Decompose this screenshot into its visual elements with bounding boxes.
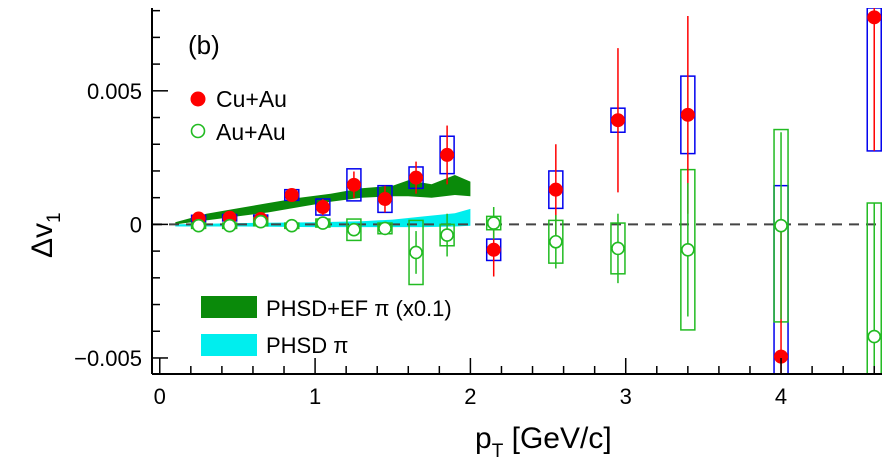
auau-point-12 xyxy=(681,242,695,257)
legend-label-phsd-ef: PHSD+EF π (x0.1) xyxy=(266,296,452,321)
auau-point-9 xyxy=(486,216,501,230)
auau-point-2 xyxy=(253,214,268,229)
y-tick-label: 0.005 xyxy=(87,79,142,104)
y-tick-label: −0.005 xyxy=(74,346,142,371)
cuau-point-11 xyxy=(610,113,625,128)
legend: Cu+Au Au+Au PHSD+EF π (x0.1) PHSD π xyxy=(190,86,452,358)
y-axis-label-sub: 1 xyxy=(44,212,65,223)
auau-sys-box-5 xyxy=(346,218,362,242)
x-tick-label: 2 xyxy=(464,384,476,409)
x-tick-label: 0 xyxy=(154,384,166,409)
auau-point-10 xyxy=(549,234,563,249)
cuau-point-14 xyxy=(867,10,882,25)
cuau-point-6 xyxy=(377,192,392,207)
y-axis-label: Δv1 xyxy=(26,212,65,258)
auau-point-11 xyxy=(611,241,625,256)
cuau-point-4 xyxy=(315,200,330,215)
cuau-point-7 xyxy=(409,170,424,185)
y-axis-label-main: Δv xyxy=(26,223,59,258)
legend-label-phsd: PHSD π xyxy=(266,333,348,358)
plot-frame xyxy=(151,8,882,375)
x-tick-label: 4 xyxy=(775,384,787,409)
legend-marker-cuau xyxy=(190,91,206,107)
x-tick-label: 1 xyxy=(309,384,321,409)
legend-swatch-phsd-ef xyxy=(201,296,257,318)
cuau-point-9 xyxy=(486,242,501,257)
cuau-point-5 xyxy=(346,177,361,192)
x-axis-label-unit: [GeV/c] xyxy=(503,422,611,455)
auau-point-4 xyxy=(316,216,330,230)
auau-point-1 xyxy=(222,218,237,233)
data-markers xyxy=(191,10,882,364)
auau-point-5 xyxy=(347,222,361,237)
auau-point-8 xyxy=(440,228,454,242)
x-axis-label-sub: T xyxy=(492,441,504,462)
auau-point-14 xyxy=(867,329,882,344)
axis-ticks: 0 1 2 3 4 0.005 0 −0.005 xyxy=(74,9,875,409)
cuau-point-10 xyxy=(548,182,563,197)
legend-label-auau: Au+Au xyxy=(216,119,286,145)
legend-label-cuau: Cu+Au xyxy=(216,86,287,112)
cuau-point-8 xyxy=(440,147,455,162)
legend-marker-auau xyxy=(190,123,206,139)
legend-swatch-phsd xyxy=(201,334,257,356)
cuau-point-12 xyxy=(680,107,695,122)
auau-sys-box-7 xyxy=(408,219,424,286)
band-phsd xyxy=(175,208,471,228)
panel-label: (b) xyxy=(188,30,220,60)
auau-point-13 xyxy=(774,218,788,233)
cuau-point-3 xyxy=(284,188,299,203)
auau-point-3 xyxy=(284,218,299,233)
x-tick-label: 3 xyxy=(620,384,632,409)
auau-point-0 xyxy=(191,218,206,233)
auau-point-7 xyxy=(409,245,423,260)
x-axis-label: pT [GeV/c] xyxy=(475,422,612,462)
auau-point-6 xyxy=(378,221,392,236)
x-axis-label-main: p xyxy=(475,422,492,455)
y-tick-label: 0 xyxy=(130,212,142,237)
